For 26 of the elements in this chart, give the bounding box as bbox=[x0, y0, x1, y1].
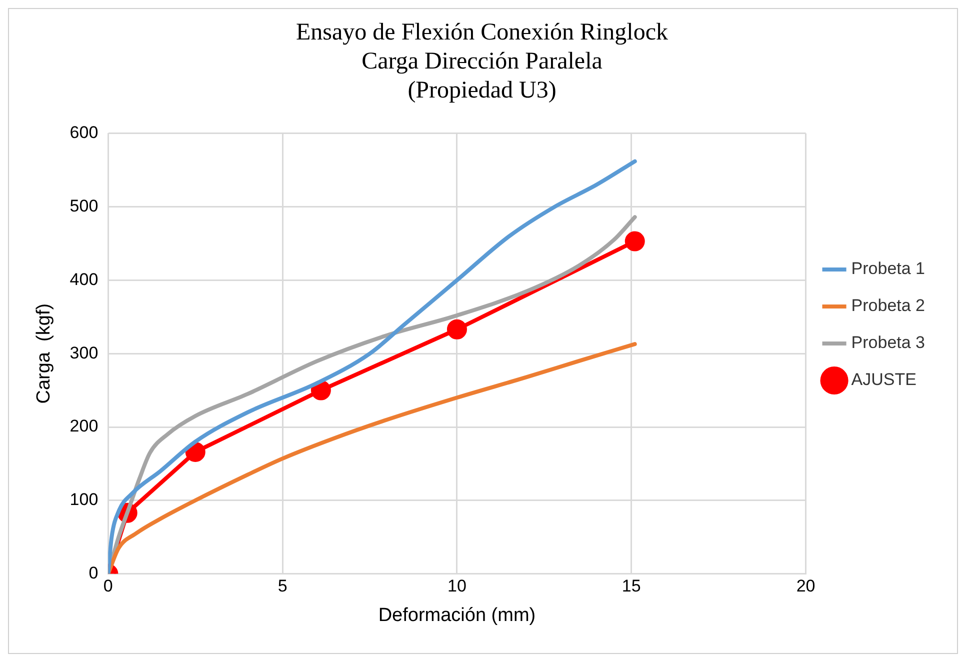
y-tick-label: 600 bbox=[70, 123, 98, 142]
y-tick-label: 200 bbox=[70, 416, 98, 436]
line-series bbox=[108, 342, 637, 574]
point bbox=[310, 380, 331, 400]
x-tick-label: 0 bbox=[103, 576, 113, 596]
point bbox=[624, 231, 645, 252]
y-tick-label: 300 bbox=[70, 343, 98, 362]
legend-label: Probeta 2 bbox=[851, 296, 926, 316]
x-axis-title: Deformación (mm) bbox=[378, 604, 536, 626]
text: (Propiedad U3) bbox=[408, 77, 556, 104]
text: Ensayo de Flexión Conexión Ringlock bbox=[296, 20, 668, 46]
legend-label: AJUSTE bbox=[851, 370, 916, 390]
point bbox=[446, 319, 467, 340]
x-tick-label: 5 bbox=[278, 576, 288, 596]
y-tick-label: 0 bbox=[88, 563, 98, 582]
point bbox=[185, 442, 206, 462]
x-tick-label: 15 bbox=[622, 576, 641, 596]
y-axis-title: Carga (kgf) bbox=[34, 303, 55, 404]
legend-label: Probeta 1 bbox=[851, 259, 926, 278]
x-tick-label: 20 bbox=[796, 576, 816, 596]
y-tick-label: 500 bbox=[70, 196, 98, 216]
legend-label: Probeta 3 bbox=[851, 333, 926, 352]
x-tick-label: 10 bbox=[448, 576, 466, 596]
text: Carga Dirección Paralela bbox=[362, 48, 602, 74]
y-tick-label: 100 bbox=[70, 490, 98, 510]
y-tick-label: 400 bbox=[70, 270, 98, 289]
